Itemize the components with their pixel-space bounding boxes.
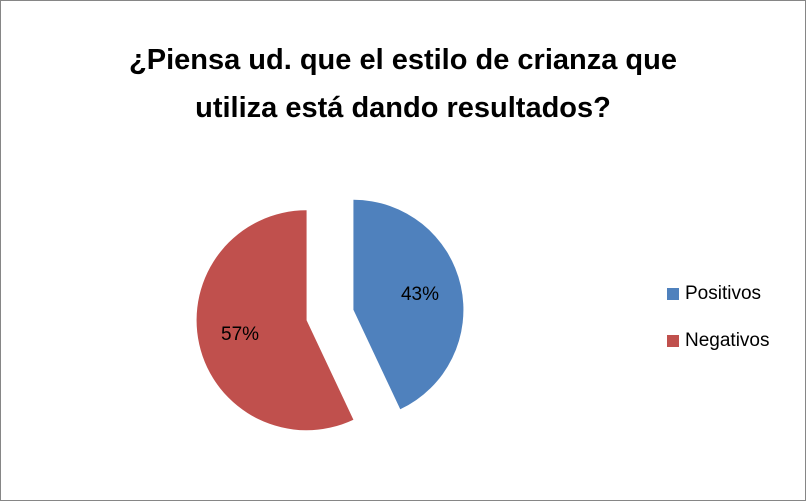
pie-slice (353, 199, 464, 410)
legend-swatch (667, 335, 679, 347)
data-label: 57% (221, 324, 259, 345)
legend-label: Positivos (685, 283, 761, 304)
legend-label: Negativos (685, 330, 770, 351)
legend-swatch (667, 288, 679, 300)
data-label: 43% (401, 284, 439, 305)
pie-slice (196, 210, 354, 431)
chart-title: ¿Piensa ud. que el estilo de crianza que… (129, 44, 677, 124)
